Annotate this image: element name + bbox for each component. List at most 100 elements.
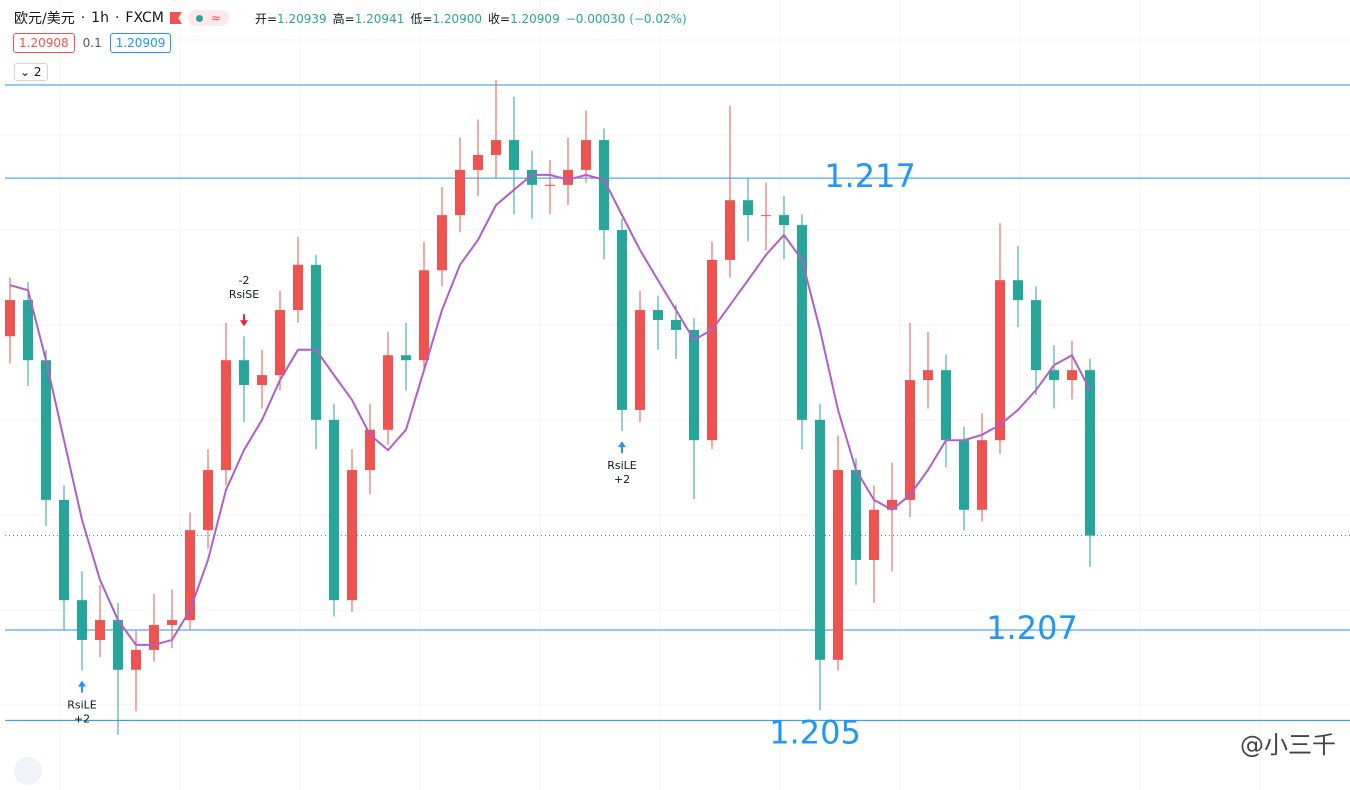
indicator-toggle[interactable]: ⌄ 2 [14,63,48,81]
candle-body [455,169,465,216]
candle-body [851,470,861,560]
logo[interactable] [14,757,42,785]
candle-body [473,155,483,170]
level-label: 1.217 [824,157,916,195]
candle-body [995,280,1005,441]
candle-body [1067,370,1077,381]
candle-body [221,360,231,471]
candle-body [653,310,663,320]
candle-body [95,620,105,640]
candle-body [671,319,681,330]
candle-body [545,184,555,186]
status[interactable]: ≈ [187,10,229,26]
quote: 1.20908 0.1 1.20909 [13,33,172,53]
candle-body [869,509,879,560]
candle-body [347,470,357,601]
candle-body [797,225,807,420]
level-label: 1.207 [986,609,1078,647]
spread: 0.1 [82,36,102,50]
ohlc-value: 1.20939 [277,11,327,26]
signal-arrow [78,680,86,693]
candle-body [23,300,33,361]
candle-body [527,169,537,185]
candle-body [563,169,573,185]
ohlc-label: 收= [488,11,511,26]
candle-body [887,499,897,510]
interval[interactable]: 1h [91,10,109,26]
flag[interactable] [169,12,182,24]
candle-body [1031,300,1041,371]
candle-body [707,259,717,441]
candle-body [293,264,303,311]
candle-body [59,499,69,601]
candle-body [1049,370,1059,381]
candle-body [1013,280,1023,301]
candle-body [149,625,159,650]
candle-body [491,140,501,156]
candle-body [275,310,285,376]
candle-body [509,140,519,170]
ohlc-value: 1.20909 [510,11,560,26]
ohlc-label: 开= [254,11,278,26]
signal-name: RsiLE [607,459,637,472]
candle-body [113,620,123,670]
candle-body [203,470,213,531]
source: FXCM [125,10,164,26]
candle-body [761,215,771,217]
signal-qty: +2 [614,473,630,486]
candle-body [41,360,51,500]
candle-body [167,620,177,626]
ask[interactable]: 1.20909 [109,33,172,53]
change: −0.00030 (−0.02%) [565,11,687,26]
candle-body [5,300,15,337]
candle-body [185,530,195,621]
signal-name: RsiLE [67,699,97,712]
symbol[interactable]: 欧元/美元 [14,11,75,27]
candle-body [401,355,411,361]
ohlc-label: 低= [410,11,433,26]
candle-body [725,200,735,260]
ohlc-value: 1.20941 [354,11,405,26]
candle-body [617,230,627,410]
ohlc: 开=1.20939 高=1.20941 低=1.20900 收=1.20909 −0.0… [255,10,687,27]
signal-arrow [618,441,626,454]
candle-body [257,375,267,386]
ohlc-value: 1.20900 [432,11,483,26]
signal-arrow [240,314,248,327]
moving-average [9,173,1091,646]
candle-body [437,215,447,271]
candle-body [977,440,987,510]
candle-body [599,140,609,231]
candle-body [959,440,969,510]
candle-body [311,264,321,420]
bid[interactable]: 1.20908 [13,33,75,53]
candle-body [923,370,933,381]
candle-body [239,360,249,386]
candle-body [581,140,591,170]
candle-body [833,470,843,660]
ohlc-label: 高= [332,11,355,26]
candle-body [329,419,339,601]
candle-body [635,310,645,410]
candle-body [77,600,87,640]
candle-body [131,649,141,670]
candle-body [941,370,951,441]
candle-body [815,419,825,660]
candle-body [779,215,789,226]
indicator-count: 2 [33,65,42,79]
candle-body [1085,370,1095,536]
signal-name: RsiSE [229,288,259,301]
candle-body [419,270,429,361]
watermark: @小三千 [1240,731,1336,759]
candle-body [905,380,915,500]
candle-body [743,200,753,216]
signal-qty: +2 [74,713,90,726]
level-label: 1.205 [769,713,861,751]
candle-body [689,329,699,441]
candle-body [383,355,393,430]
signal-qty: -2 [239,274,250,287]
header: 欧元/美元 · 1h · FXCM ≈ 开=1.20939 高=1.20941 低=1.… [14,10,687,27]
candle-body [365,429,375,471]
